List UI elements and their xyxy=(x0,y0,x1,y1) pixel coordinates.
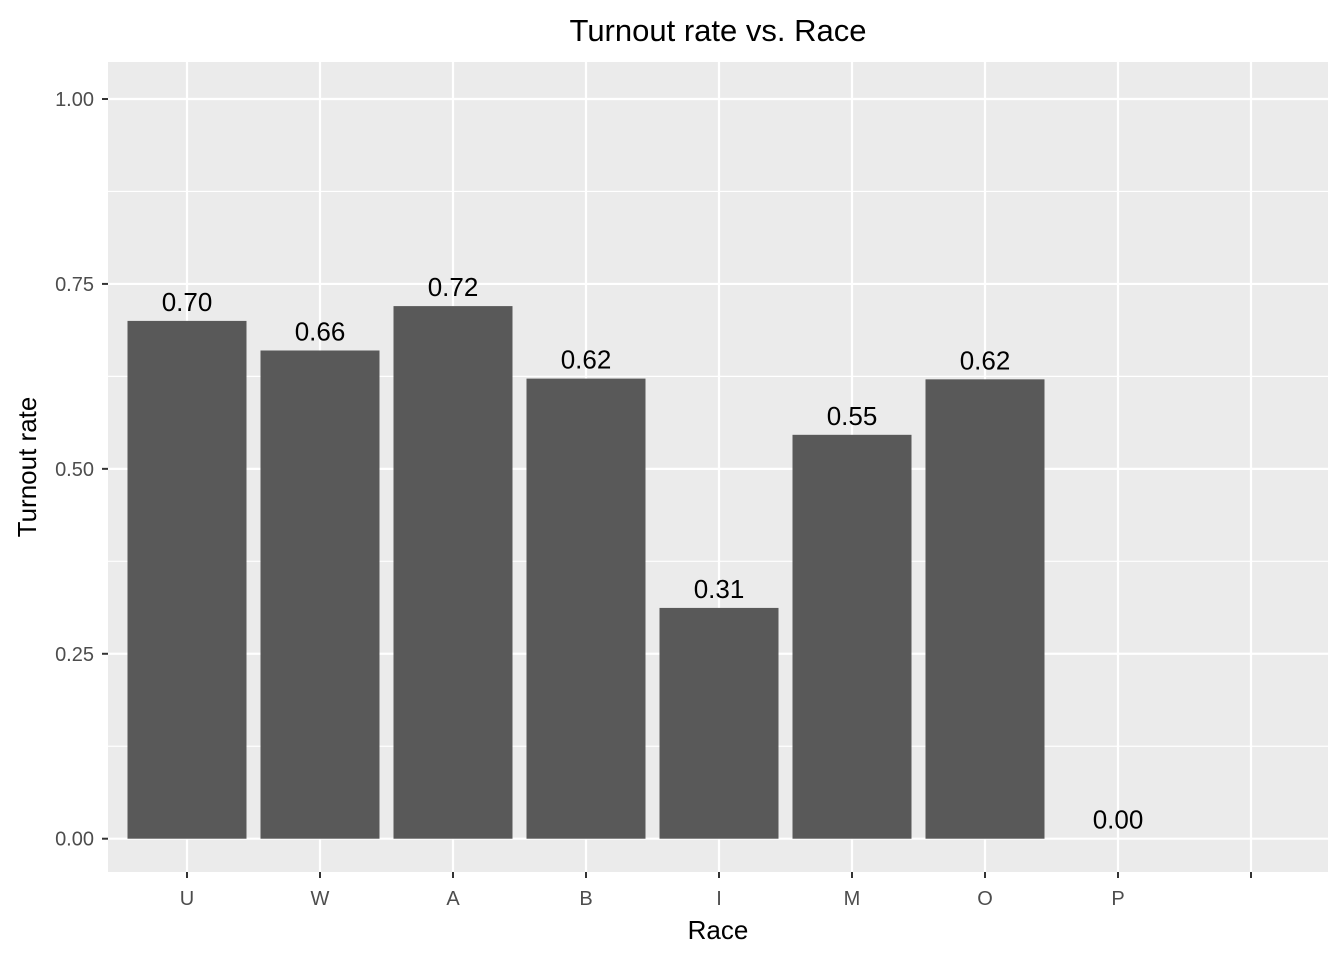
x-tick-label: M xyxy=(844,888,861,910)
y-axis: 0.00 0.25 0.50 0.75 1.00 xyxy=(55,89,108,851)
x-tick-label: B xyxy=(579,888,592,910)
bars xyxy=(127,306,1045,839)
x-tick-label: O xyxy=(977,888,993,910)
y-tick-label: 0.75 xyxy=(55,274,94,296)
bar xyxy=(792,434,912,839)
x-tick-label: A xyxy=(446,888,460,910)
bar-value-label: 0.31 xyxy=(694,574,745,604)
bar-value-label: 0.62 xyxy=(960,345,1011,375)
value-labels: 0.70 0.66 0.72 0.62 0.31 0.55 0.62 0.00 xyxy=(162,272,1144,835)
bar xyxy=(659,607,779,839)
bar xyxy=(925,379,1045,839)
y-axis-title: Turnout rate xyxy=(12,397,42,538)
bar-value-label: 0.66 xyxy=(295,316,346,346)
chart-title: Turnout rate vs. Race xyxy=(570,13,867,48)
x-axis-title: Race xyxy=(688,915,749,945)
bar xyxy=(393,306,513,839)
y-tick-label: 0.00 xyxy=(55,829,94,851)
y-tick-label: 0.50 xyxy=(55,459,94,481)
bar xyxy=(526,378,646,839)
y-tick-label: 1.00 xyxy=(55,89,94,111)
bar-value-label: 0.55 xyxy=(827,401,878,431)
bar-value-label: 0.62 xyxy=(561,345,612,375)
bar-value-label: 0.70 xyxy=(162,287,213,317)
bar-value-label: 0.72 xyxy=(428,272,479,302)
x-tick-label: P xyxy=(1111,888,1124,910)
x-tick-label: I xyxy=(716,888,722,910)
x-tick-label: W xyxy=(311,888,330,910)
bar-value-label: 0.00 xyxy=(1093,805,1144,835)
y-tick-label: 0.25 xyxy=(55,644,94,666)
bar xyxy=(127,320,247,839)
x-tick-label: U xyxy=(180,888,194,910)
bar xyxy=(260,350,380,839)
